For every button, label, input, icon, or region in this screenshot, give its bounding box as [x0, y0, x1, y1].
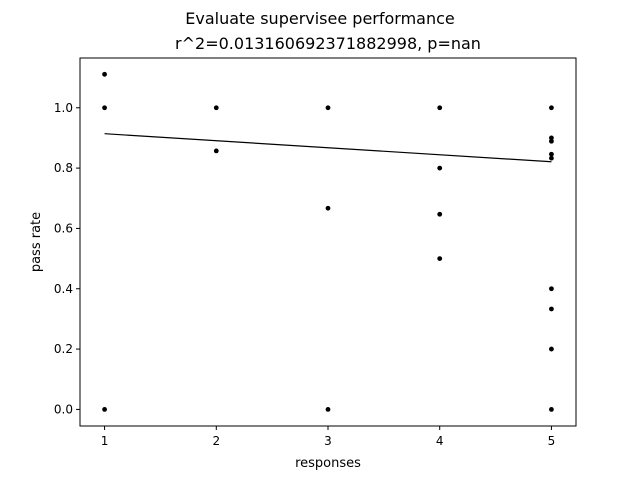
fit-line	[104, 133, 552, 163]
x-tick-label-2: 2	[212, 434, 220, 448]
data-point-20	[549, 346, 554, 352]
y-tick-label-2: 0.2	[54, 342, 73, 356]
x-tick-label-1: 1	[101, 434, 109, 448]
data-point-14	[549, 135, 554, 141]
x-tick-label-4: 4	[436, 434, 444, 448]
data-point-17	[549, 155, 554, 161]
data-point-10	[437, 165, 443, 171]
data-point-2	[102, 105, 107, 111]
plot-area: 1 2 3 4 5 0.0 0.2 0.4 0.6 0.8 1.0	[54, 57, 577, 448]
y-tick-label-4: 0.6	[54, 221, 73, 235]
data-point-7	[325, 205, 331, 211]
data-point-18	[549, 286, 554, 292]
x-axis-label: responses	[295, 456, 361, 471]
data-point-19	[549, 306, 554, 312]
x-tick-label-5: 5	[548, 434, 556, 448]
data-point-9	[437, 105, 443, 111]
y-axis-label: pass rate	[29, 212, 44, 272]
data-point-16	[549, 151, 554, 157]
data-point-11	[437, 211, 443, 217]
data-point-6	[325, 105, 331, 111]
y-tick-label-6: 1.0	[54, 101, 73, 115]
chart-title: r^2=0.013160692371882998, p=nan	[175, 34, 481, 53]
chart-suptitle: Evaluate supervisee performance	[185, 9, 455, 28]
data-point-12	[437, 256, 443, 261]
y-tick-label-5: 0.8	[54, 161, 73, 175]
data-point-13	[549, 105, 554, 111]
data-point-21	[549, 407, 554, 412]
data-point-3	[102, 407, 107, 412]
y-tick-label-3: 0.4	[54, 282, 73, 296]
data-point-1	[102, 71, 107, 77]
data-point-8	[325, 407, 331, 412]
y-tick-label-1: 0.0	[54, 402, 73, 416]
x-tick-label-3: 3	[324, 434, 332, 448]
data-point-4	[213, 105, 219, 111]
data-point-5	[213, 148, 219, 154]
data-point-15	[549, 138, 554, 144]
axes-frame	[79, 57, 577, 427]
